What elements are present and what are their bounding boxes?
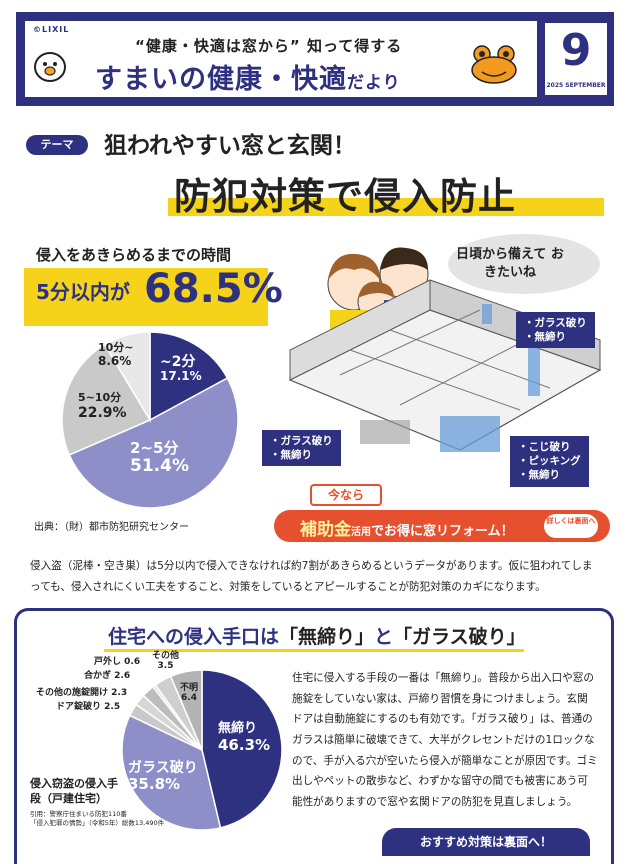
pie1-slice-3 bbox=[103, 331, 151, 423]
title-highlight-2: 「ガラス破り」 bbox=[393, 626, 526, 648]
stat-heading: 侵入をあきらめるまでの時間 bbox=[36, 246, 232, 264]
stat-highlight-value: 68.5% bbox=[144, 266, 283, 312]
intro-paragraph: 侵入盗（泥棒・空き巣）は5分以内で侵入できなければ約7割があきらめるというデータ… bbox=[30, 560, 593, 593]
stat-highlight-band bbox=[24, 268, 268, 326]
intrusion-title: 住宅への侵入手口は「無締り」と「ガラス破り」 bbox=[108, 622, 526, 649]
pie2-slice-0 bbox=[201, 669, 283, 829]
label-item: ・ピッキング bbox=[518, 455, 581, 468]
stat-source: 出典：（財）都市防犯研究センター bbox=[34, 522, 189, 533]
pie1-label-2: 5~10分 22.9% bbox=[78, 391, 127, 421]
subsidy-text: 補助金活用でお得に窓リフォーム！ bbox=[300, 515, 514, 540]
pie2-slice-1 bbox=[121, 714, 222, 831]
intrusion-pie-chart bbox=[121, 669, 283, 831]
label-item: ・ガラス破り bbox=[270, 435, 333, 447]
subsidy-rest-prefix: 活用 bbox=[351, 527, 371, 538]
newsletter-header: ©LIXIL “健康・快適は窓から” 知って得する すまいの健康・快適だより 9… bbox=[16, 12, 614, 106]
pie1-label-1: 2~5分 51.4% bbox=[130, 439, 189, 477]
label-item: ・無締り bbox=[524, 331, 566, 344]
pie1-slice-1 bbox=[68, 377, 239, 509]
theme-title: 防犯対策で侵入防止 bbox=[174, 175, 516, 218]
intrusion-paragraph: 住宅に侵入する手段の一番は「無締り」。普段から出入口や窓の施錠をしていない家は、… bbox=[292, 672, 598, 808]
pie1-slice-2 bbox=[61, 343, 152, 456]
chart2-source: 引用：警察庁住まいる防犯110番 「侵入犯罪の情勢」（令和5年）総数13,490件 bbox=[30, 810, 165, 828]
speech-bubble: 日頃から備えて おきたいね bbox=[456, 247, 564, 280]
pie1-slice-0 bbox=[149, 331, 229, 422]
frog-mascot-icon bbox=[471, 45, 517, 84]
stat-highlight-prefix: 5分以内が bbox=[36, 280, 130, 304]
subsidy-details-link[interactable]: 詳しくは裏面へ bbox=[544, 514, 598, 538]
pie2-label-5: 戸外し 0.6 bbox=[94, 657, 141, 667]
pie1-label-3: 10分~ 8.6% bbox=[98, 341, 134, 368]
intrusion-method-box bbox=[14, 608, 614, 864]
label-item: ・無締り bbox=[270, 449, 312, 462]
subsidy-now-tag: 今なら bbox=[310, 484, 382, 506]
header-tagline: “健康・快適は窓から” 知って得する bbox=[135, 37, 403, 55]
label-right: ・こじ破り ・ピッキング ・無締り bbox=[510, 436, 589, 487]
issue-month-label: 2025 SEPTEMBER bbox=[546, 82, 606, 89]
pie2-label-0: 無締り 46.3% bbox=[218, 721, 271, 754]
title-highlight-bar bbox=[168, 198, 604, 216]
pie2-label-4: 合かぎ 2.6 bbox=[84, 671, 131, 681]
title-main: すまいの健康・快適 bbox=[95, 64, 347, 95]
time-pie-chart bbox=[61, 331, 239, 509]
theme-subtitle: 狙われやすい窓と玄関！ bbox=[104, 133, 356, 159]
title-part: と bbox=[374, 626, 394, 648]
title-part: 住宅への侵入手口は bbox=[108, 626, 280, 648]
theme-badge: テーマ bbox=[26, 135, 88, 155]
brand-logo: ©LIXIL bbox=[33, 25, 70, 34]
bird-mascot-icon bbox=[34, 52, 66, 82]
label-top-right: ・ガラス破り ・無締り bbox=[516, 312, 595, 349]
chart2-subtitle: 侵入窃盗の侵入手段（戸建住宅） bbox=[30, 777, 118, 806]
subsidy-rest: でお得に窓リフォーム！ bbox=[371, 524, 514, 539]
label-item: ・こじ破り bbox=[518, 441, 571, 453]
pie2-label-3: その他の施錠開け 2.3 bbox=[36, 688, 128, 698]
label-left: ・ガラス破り ・無締り bbox=[262, 430, 341, 467]
subsidy-big: 補助金 bbox=[300, 520, 351, 540]
pie2-label-7: 不明 6.4 bbox=[180, 683, 199, 703]
pie2-label-2: ドア錠破り 2.5 bbox=[56, 702, 121, 712]
pie2-label-6: その他 3.5 bbox=[152, 651, 180, 671]
issue-month-number: 9 bbox=[560, 25, 592, 76]
pie2-slice-7 bbox=[169, 669, 203, 751]
label-item: ・無締り bbox=[518, 469, 560, 482]
newsletter-title: すまいの健康・快適だより bbox=[95, 57, 401, 96]
header-title-area: ©LIXIL “健康・快適は窓から” 知って得する すまいの健康・快適だより bbox=[25, 21, 537, 97]
title-underline bbox=[104, 649, 524, 652]
recommend-tab[interactable]: おすすめ対策は裏面へ！ bbox=[382, 828, 590, 856]
issue-month-box: 9 2025 SEPTEMBER bbox=[543, 21, 609, 97]
label-item: ・ガラス破り bbox=[524, 317, 587, 329]
title-highlight-1: 「無締り」 bbox=[279, 626, 375, 648]
title-small: だより bbox=[347, 73, 401, 93]
pie1-label-0: ~2分 17.1% bbox=[160, 354, 202, 384]
pie2-label-1: ガラス破り 35.8% bbox=[128, 760, 198, 794]
